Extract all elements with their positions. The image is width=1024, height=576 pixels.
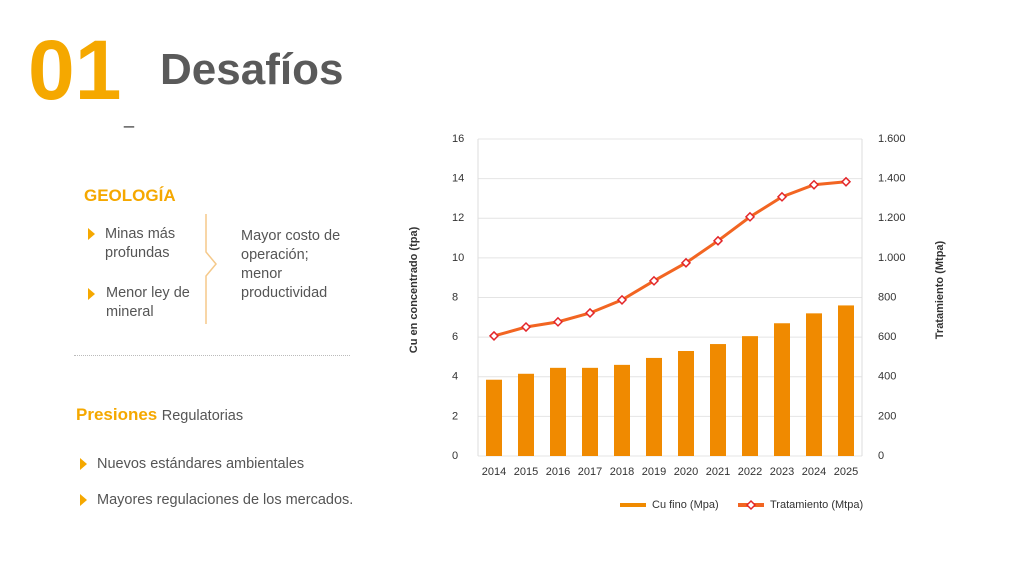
geology-heading: GEOLOGÍA	[84, 186, 176, 205]
bracket	[205, 214, 217, 324]
section-number: 01	[28, 23, 122, 117]
marker	[744, 211, 756, 222]
bar	[774, 323, 790, 456]
marker	[648, 275, 660, 286]
y2-tick-label: 200	[878, 410, 896, 422]
x-tick-label: 2021	[706, 466, 730, 478]
marker	[808, 179, 820, 190]
x-tick-label: 2022	[738, 466, 762, 478]
pressures-title: Presiones Regulatorias	[76, 405, 243, 426]
y2-tick-label: 1.200	[878, 212, 906, 224]
y-tick-label: 14	[452, 173, 464, 185]
cause: Minas más profundas	[105, 226, 176, 261]
bullet	[88, 288, 95, 300]
pressures-subheading: Regulatorias	[161, 408, 244, 424]
y2-tick-label: 1.400	[878, 173, 906, 185]
bar	[710, 344, 726, 456]
bar	[550, 367, 566, 456]
effect: Mayor costo de operación; menor producti…	[241, 228, 341, 301]
bar	[582, 367, 598, 456]
y-tick-label: 2	[452, 410, 458, 422]
pressure-item: Nuevos estándares ambientales	[97, 456, 305, 472]
bar	[486, 379, 502, 456]
pressure-item: Mayores regulaciones de los mercados.	[97, 492, 354, 508]
x-tick-label: 2016	[546, 466, 570, 478]
x-tick-label: 2023	[770, 466, 794, 478]
y-axis-label: Cu en concentrado (tpa)	[408, 226, 420, 353]
slide-title: Desafíos	[160, 45, 344, 94]
y-tick-label: 12	[452, 212, 464, 224]
y2-tick-label: 600	[878, 331, 896, 343]
y-tick-label: 0	[452, 450, 458, 462]
x-tick-label: 2020	[674, 466, 698, 478]
legend-label: Cu fino (Mpa)	[652, 499, 719, 511]
legend-label: Tratamiento (Mtpa)	[770, 499, 863, 511]
bar	[742, 336, 758, 456]
y-tick-label: 16	[452, 133, 464, 145]
bar	[646, 357, 662, 456]
bar	[806, 313, 822, 456]
x-tick-label: 2025	[834, 466, 858, 478]
y2-tick-label: 400	[878, 371, 896, 383]
bullet	[88, 228, 95, 240]
x-tick-label: 2019	[642, 466, 666, 478]
bullet	[80, 494, 87, 506]
x-tick-label: 2015	[514, 466, 538, 478]
marker	[520, 321, 532, 333]
pressures-heading: Presiones	[76, 405, 158, 424]
y-tick-label: 6	[452, 331, 458, 343]
y2-tick-label: 1.000	[878, 252, 906, 264]
y2-tick-label: 0	[878, 450, 884, 462]
x-tick-label: 2018	[610, 466, 634, 478]
legend-marker	[745, 499, 757, 511]
x-tick-label: 2014	[482, 466, 506, 478]
cause: Menor ley de mineral	[106, 285, 190, 320]
line	[493, 180, 847, 338]
y-tick-label: 8	[452, 291, 458, 303]
bullet	[80, 458, 87, 470]
bar	[614, 364, 630, 456]
marker	[680, 257, 692, 268]
marker	[712, 235, 724, 246]
marker	[584, 307, 596, 319]
marker	[488, 330, 500, 341]
marker	[552, 316, 564, 327]
bar	[518, 373, 534, 456]
y-tick-label: 4	[452, 371, 458, 383]
y-tick-label: 10	[452, 252, 464, 264]
y2-axis-label: Tratamiento (Mtpa)	[934, 240, 946, 339]
marker	[616, 294, 628, 305]
bar	[678, 350, 694, 456]
marker	[840, 176, 852, 187]
separator	[74, 355, 350, 356]
bar	[838, 305, 854, 456]
decoration: _	[124, 108, 135, 128]
y2-tick-label: 800	[878, 291, 896, 303]
x-tick-label: 2024	[802, 466, 826, 478]
y2-tick-label: 1.600	[878, 133, 906, 145]
x-tick-label: 2017	[578, 466, 602, 478]
marker	[776, 191, 788, 202]
